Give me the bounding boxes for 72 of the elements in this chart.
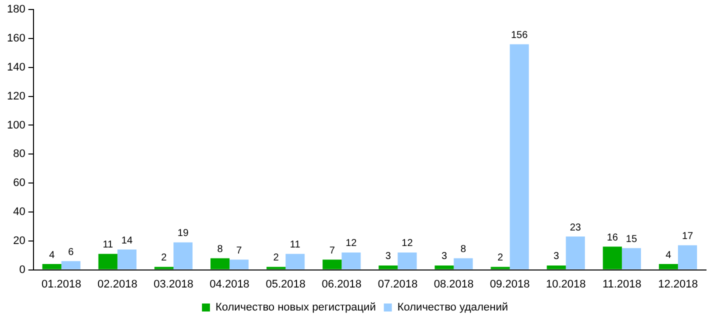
y-tick-label: 100 (6, 119, 26, 132)
bar (230, 260, 249, 270)
data-label: 2 (161, 252, 168, 264)
x-tick-label: 07.2018 (378, 278, 418, 290)
data-label: 11 (102, 240, 114, 251)
bar (454, 258, 473, 270)
x-tick-label: 10.2018 (546, 278, 586, 290)
data-label: 12 (346, 238, 358, 250)
bar (42, 264, 62, 270)
bar (98, 254, 118, 270)
bar (154, 266, 174, 270)
x-tick-label: 04.2018 (210, 278, 250, 290)
legend-label: Количество новых регистраций (215, 302, 376, 314)
x-tick-label: 01.2018 (41, 278, 82, 290)
data-label: 3 (554, 251, 560, 262)
x-tick-label: 05.2018 (266, 278, 306, 290)
bar (566, 236, 585, 270)
bar (602, 246, 622, 270)
data-label: 7 (329, 245, 336, 256)
y-tick-label: 80 (13, 148, 26, 160)
data-label: 19 (177, 228, 190, 240)
data-label: 4 (49, 250, 56, 261)
bar (398, 252, 417, 270)
data-label: 2 (273, 252, 280, 264)
x-tick-label: 06.2018 (322, 278, 362, 290)
bar (658, 264, 678, 270)
x-tick-label: 02.2018 (98, 278, 138, 290)
bar (173, 242, 193, 270)
bar (434, 265, 454, 270)
y-tick-label: 60 (13, 177, 26, 190)
bar (546, 265, 566, 270)
data-label: 12 (402, 238, 414, 250)
x-tick-label: 12.2018 (658, 278, 698, 290)
data-label: 3 (441, 251, 448, 262)
bar (286, 254, 305, 270)
y-tick-label: 20 (13, 234, 26, 247)
data-label: 14 (121, 235, 133, 246)
y-tick-label: 120 (6, 90, 26, 102)
data-label: 16 (606, 232, 618, 244)
y-tick-label: 160 (6, 32, 26, 45)
data-label: 17 (682, 230, 694, 242)
data-label: 7 (236, 245, 242, 256)
y-tick-label: 140 (6, 61, 26, 74)
bar (210, 258, 230, 270)
data-label: 4 (666, 250, 672, 261)
x-tick-label: 09.2018 (490, 278, 530, 290)
x-tick-label: 11.2018 (602, 278, 642, 290)
data-label: 3 (385, 251, 392, 262)
bar (342, 252, 361, 270)
bar (117, 250, 136, 270)
bar (266, 266, 286, 270)
y-tick-label: 180 (6, 4, 26, 16)
data-label: 11 (290, 240, 301, 251)
bar (378, 265, 398, 270)
data-label: 23 (570, 222, 582, 234)
x-tick-label: 08.2018 (434, 278, 474, 290)
bar (490, 266, 510, 270)
data-label: 2 (498, 252, 504, 264)
y-tick-label: 0 (19, 264, 26, 276)
data-label: 8 (217, 244, 224, 255)
bar (322, 260, 342, 270)
data-label: 15 (626, 234, 638, 245)
bar (622, 248, 641, 270)
bar (510, 44, 529, 270)
x-tick-label: 03.2018 (154, 278, 194, 290)
data-label: 156 (510, 30, 528, 42)
legend-label: Количество удалений (397, 302, 508, 314)
data-label: 8 (460, 244, 467, 255)
bar (678, 245, 698, 270)
bar (61, 261, 80, 270)
y-tick-label: 40 (13, 206, 26, 218)
data-label: 6 (68, 246, 74, 258)
